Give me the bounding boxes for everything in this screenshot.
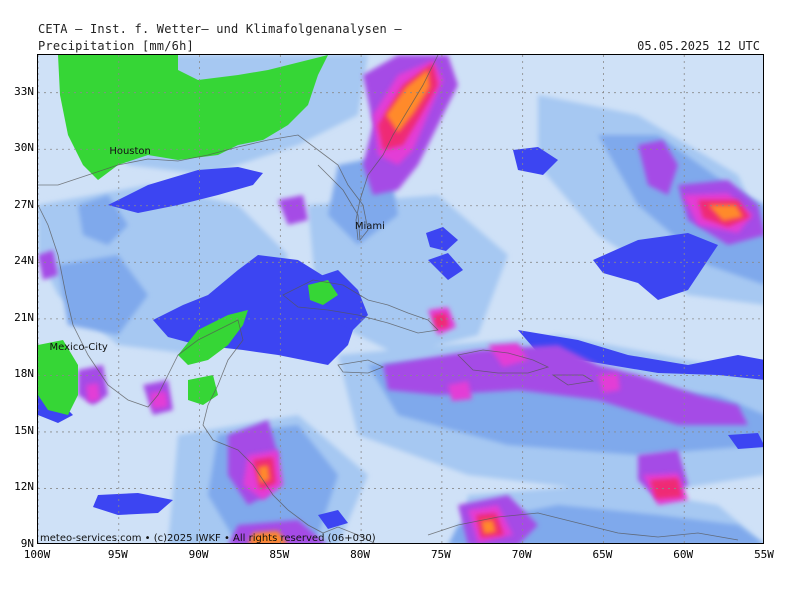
lat-tick-label: 27N — [14, 197, 34, 211]
map-title: Precipitation [mm/6h] — [38, 39, 194, 53]
lon-tick-label: 85W — [269, 548, 290, 561]
lon-tick-label: 65W — [592, 548, 613, 561]
precipitation-map — [37, 54, 764, 544]
lon-tick-label: 60W — [673, 548, 694, 561]
header-institute: CETA — Inst. f. Wetter— und Klimafolgena… — [38, 22, 402, 36]
copyright-footer: meteo-services.com • (c)2025 IWKF • All … — [40, 533, 376, 544]
lon-tick-label: 90W — [188, 548, 209, 561]
no-precip-areas — [38, 55, 338, 415]
lat-tick-label: 30N — [14, 141, 34, 155]
precip-heavy-areas — [38, 147, 763, 529]
lat-tick-label: 33N — [14, 84, 34, 98]
map-canvas — [38, 55, 763, 543]
lat-tick-label: 24N — [14, 254, 34, 268]
lat-tick-label: 9N — [20, 537, 34, 550]
city-label: Miami — [354, 221, 385, 233]
city-label: Houston — [109, 146, 151, 157]
lon-tick-label: 70W — [511, 548, 532, 561]
lon-tick-label: 55W — [754, 548, 774, 561]
precip-severe-areas — [248, 69, 743, 543]
city-label: Mexico-City — [49, 342, 108, 353]
lat-tick-label: 18N — [14, 367, 34, 381]
lat-lon-grid — [38, 55, 763, 543]
lon-tick-label: 95W — [107, 548, 128, 561]
map-datetime: 05.05.2025 12 UTC — [637, 39, 760, 53]
lon-tick-label: 100W — [23, 548, 51, 561]
coastlines — [38, 55, 739, 543]
lon-tick-label: 75W — [430, 548, 451, 561]
lat-tick-label: 15N — [14, 423, 34, 437]
lat-tick-label: 12N — [14, 480, 34, 494]
lon-tick-label: 80W — [350, 548, 371, 561]
lat-tick-label: 21N — [14, 310, 34, 324]
